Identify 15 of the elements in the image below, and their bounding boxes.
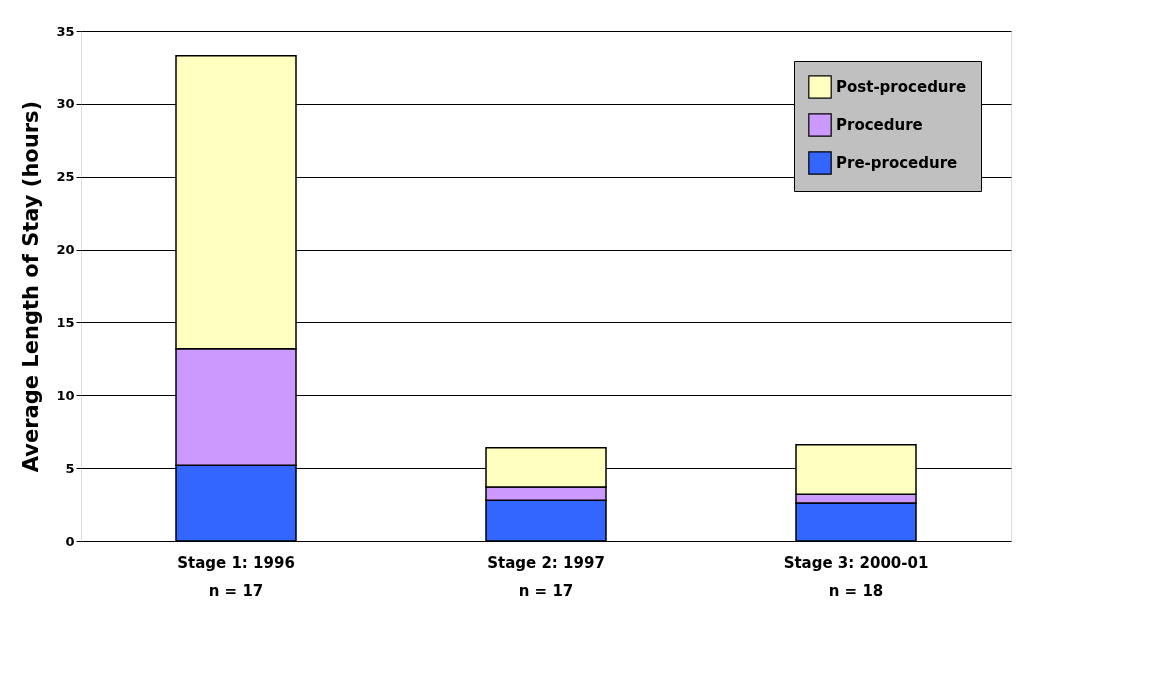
x-tick-label: Stage 3: 2000-01 n = 18 [783,553,929,600]
y-tick-label: 5 [65,460,75,476]
legend-label: Post-procedure [836,78,967,96]
y-axis-title: Average Length of Stay (hours) [19,100,44,473]
legend-label: Procedure [836,116,923,134]
y-tick-label: 10 [56,387,75,403]
y-tick-label: 30 [56,96,75,112]
y-tick-label: 20 [56,242,75,258]
legend-label: Pre-procedure [836,154,958,172]
y-tick-label: 0 [65,533,75,549]
x-tick-label: Stage 2: 1997 n = 17 [487,553,605,600]
y-tick-label: 25 [56,169,75,185]
y-tick-label: 35 [56,23,75,39]
x-tick-label: Stage 1: 1996 n = 17 [177,553,295,600]
y-tick-label: 15 [56,314,75,330]
